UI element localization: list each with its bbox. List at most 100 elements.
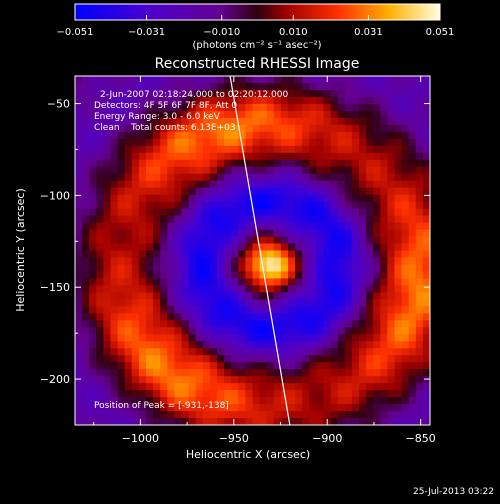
heatmap-cell — [266, 117, 275, 126]
heatmap-cell — [330, 117, 339, 126]
heatmap-cell — [174, 180, 183, 189]
heatmap-cell — [280, 215, 289, 224]
heatmap-cell — [394, 285, 403, 293]
heatmap-cell — [337, 369, 346, 377]
heatmap-cell — [266, 229, 275, 238]
heatmap-cell — [316, 89, 325, 98]
heatmap-cell — [188, 166, 197, 175]
heatmap-cell — [252, 355, 261, 363]
heatmap-cell — [131, 411, 140, 419]
heatmap-cell — [373, 243, 381, 252]
heatmap-cell — [181, 124, 190, 133]
heatmap-cell — [280, 271, 289, 280]
heatmap-cell — [138, 194, 147, 203]
heatmap-cell — [422, 285, 430, 293]
heatmap-cell — [195, 166, 204, 175]
heatmap-cell — [394, 383, 403, 391]
heatmap-cell — [316, 341, 325, 349]
heatmap-cell — [217, 327, 225, 335]
heatmap-cell — [209, 271, 218, 280]
heatmap-cell — [387, 292, 396, 300]
heatmap-cell — [259, 222, 268, 231]
heatmap-cell — [323, 292, 332, 300]
heatmap-cell — [344, 110, 353, 119]
heatmap-cell — [82, 110, 90, 119]
heatmap-cell — [408, 390, 417, 398]
heatmap-cell — [217, 96, 225, 105]
heatmap-cell — [252, 229, 261, 238]
heatmap-cell — [323, 313, 332, 321]
heatmap-cell — [89, 208, 97, 217]
heatmap-cell — [288, 117, 296, 126]
heatmap-cell — [138, 166, 147, 175]
heatmap-cell — [309, 404, 317, 412]
heatmap-cell — [209, 404, 218, 412]
heatmap-cell — [160, 285, 168, 293]
heatmap-cell — [238, 299, 246, 307]
heatmap-cell — [174, 201, 183, 210]
heatmap-cell — [351, 89, 360, 98]
heatmap-cell — [181, 82, 190, 91]
heatmap-cell — [153, 418, 161, 425]
heatmap-cell — [408, 208, 417, 217]
heatmap-cell — [188, 187, 197, 196]
heatmap-cell — [138, 418, 147, 425]
heatmap-cell — [252, 271, 261, 280]
heatmap-cell — [252, 348, 261, 356]
heatmap-cell — [96, 131, 104, 140]
heatmap-cell — [181, 334, 190, 342]
heatmap-cell — [188, 334, 197, 342]
heatmap-cell — [202, 82, 211, 91]
heatmap-cell — [252, 82, 261, 91]
heatmap-cell — [408, 138, 417, 147]
heatmap-cell — [359, 320, 367, 328]
heatmap-cell — [266, 138, 275, 147]
heatmap-cell — [259, 278, 268, 286]
heatmap-cell — [309, 117, 317, 126]
heatmap-cell — [387, 404, 396, 412]
heatmap-cell — [167, 131, 175, 140]
x-tick-label: −950 — [219, 432, 249, 445]
heatmap-cell — [380, 124, 388, 133]
heatmap-cell — [82, 145, 90, 154]
heatmap-cell — [309, 355, 317, 363]
heatmap-cell — [89, 369, 97, 377]
heatmap-cell — [217, 383, 225, 391]
heatmap-cell — [259, 208, 268, 217]
heatmap-cell — [302, 376, 310, 384]
heatmap-cell — [422, 264, 430, 273]
heatmap-cell — [316, 131, 325, 140]
heatmap-cell — [280, 124, 289, 133]
heatmap-cell — [266, 404, 275, 412]
heatmap-cell — [138, 159, 147, 168]
heatmap-cell — [295, 131, 303, 140]
heatmap-cell — [408, 145, 417, 154]
heatmap-cell — [259, 383, 268, 391]
heatmap-cell — [337, 306, 346, 314]
heatmap-cell — [224, 404, 232, 412]
heatmap-cell — [302, 117, 310, 126]
heatmap-cell — [337, 131, 346, 140]
heatmap-cell — [259, 180, 268, 189]
heatmap-cell — [202, 292, 211, 300]
heatmap-cell — [202, 117, 211, 126]
heatmap-cell — [174, 306, 183, 314]
heatmap-cell — [138, 313, 147, 321]
heatmap-cell — [273, 369, 282, 377]
heatmap-cell — [153, 404, 161, 412]
heatmap-cell — [337, 264, 346, 273]
heatmap-cell — [373, 383, 381, 391]
heatmap-cell — [167, 285, 175, 293]
heatmap-cell — [366, 131, 374, 140]
heatmap-cell — [266, 103, 275, 112]
heatmap-cell — [380, 215, 388, 224]
heatmap-cell — [217, 306, 225, 314]
heatmap-cell — [238, 166, 246, 175]
heatmap-cell — [138, 82, 147, 91]
heatmap-cell — [394, 271, 403, 280]
heatmap-cell — [408, 348, 417, 356]
heatmap-cell — [138, 110, 147, 119]
heatmap-cell — [110, 215, 119, 224]
heatmap-cell — [387, 313, 396, 321]
heatmap-cell — [75, 76, 83, 84]
